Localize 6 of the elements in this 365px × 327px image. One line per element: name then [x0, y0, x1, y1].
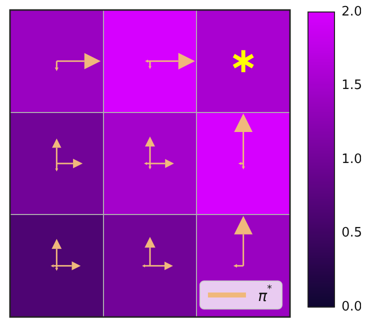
color-bar-label: 1.5 [342, 78, 362, 94]
color-bar-label: 0.0 [342, 299, 362, 314]
color-bar-label: 2.0 [342, 4, 362, 20]
color-bar-label: 0.5 [342, 226, 362, 241]
legend-title: π* [258, 284, 272, 305]
color-bar-label: 1.0 [342, 152, 362, 167]
